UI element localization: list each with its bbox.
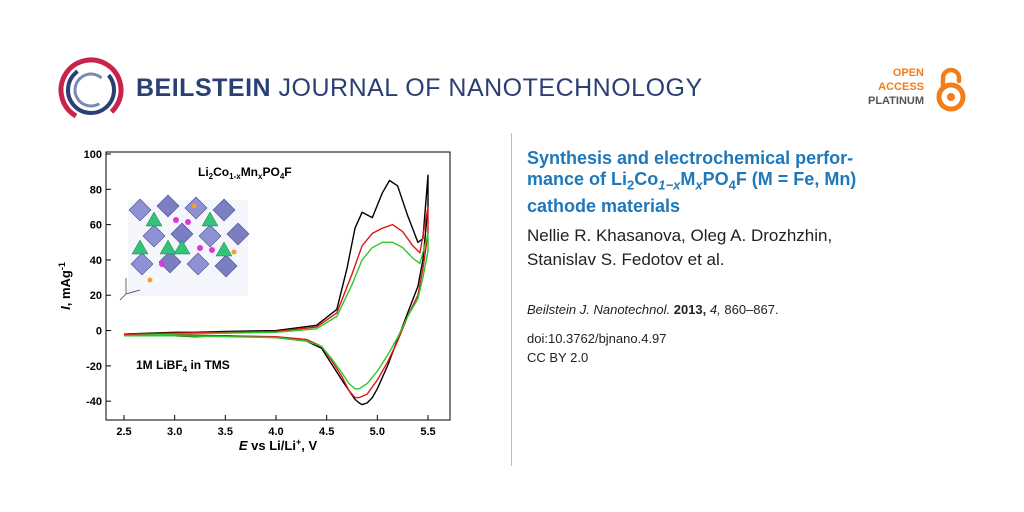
tetrahedron-shape <box>131 239 149 255</box>
y-tick-label: 80 <box>90 184 102 196</box>
octahedron-shape <box>214 254 238 278</box>
y-ticks: 100 80 60 40 20 0 -20 -40 <box>84 149 111 408</box>
citation-volume: 4, <box>709 302 721 317</box>
open-access-line1: OPEN <box>892 67 924 79</box>
cv-series-line <box>123 232 429 390</box>
tetrahedron-shape <box>159 239 177 255</box>
citation: Beilstein J. Nanotechnol. 2013, 4, 860–8… <box>527 302 779 317</box>
journal-name: BEILSTEIN JOURNAL OF NANOTECHNOLOGY <box>136 74 703 103</box>
journal-name-rest: JOURNAL OF NANOTECHNOLOGY <box>271 74 703 102</box>
octahedron-shape <box>198 224 222 248</box>
octahedron-shape <box>186 252 210 276</box>
fluorine-atom <box>191 203 197 209</box>
x-tick-label: 4.5 <box>319 426 334 438</box>
open-access-badge: OPEN ACCESS PLATINUM <box>856 66 968 112</box>
y-tick-label: -20 <box>86 361 102 373</box>
x-tick-label: 5.5 <box>420 426 435 438</box>
formula-label: Li2Co1-xMnxPO4F <box>198 165 292 181</box>
cyclic-voltammogram-figure: 100 80 60 40 20 0 -20 -40 2.5 3.0 3.5 4.0 4.5 5.0 5.5… <box>58 149 451 453</box>
x-tick-label: 4.0 <box>268 426 283 438</box>
fluorine-atom <box>231 249 237 255</box>
electrolyte-label: 1M LiBF4 in TMS <box>136 358 230 374</box>
open-access-line2: ACCESS <box>878 81 924 93</box>
plot-axes <box>105 151 451 421</box>
y-tick-label: -40 <box>86 396 102 408</box>
octahedron-shape <box>158 250 182 274</box>
lithium-atom <box>173 217 179 223</box>
citation-year: 2013, <box>673 302 707 317</box>
authors-line: Nellie R. Khasanova, Oleg A. Drozhzhin, <box>527 226 833 245</box>
x-tick-label: 5.0 <box>370 426 385 438</box>
x-tick-label: 3.5 <box>218 426 233 438</box>
octahedron-shape <box>142 224 166 248</box>
doi-link[interactable]: doi:10.3762/bjnano.4.97 <box>527 331 667 346</box>
lithium-atom <box>209 247 215 253</box>
open-lock-icon <box>936 67 966 112</box>
y-axis-label: I, mAg-1 <box>58 262 73 310</box>
citation-pages: 860–867. <box>724 302 779 317</box>
article-authors: Nellie R. Khasanova, Oleg A. Drozhzhin, … <box>527 224 957 272</box>
citation-journal: Beilstein J. Nanotechnol. <box>527 302 671 317</box>
tetrahedron-shape <box>215 241 233 257</box>
octahedron-shape <box>128 198 152 222</box>
y-tick-label: 0 <box>96 326 102 338</box>
tetrahedron-shape <box>173 239 191 255</box>
vertical-divider <box>511 133 512 466</box>
tetrahedron-shape <box>201 211 219 227</box>
crystal-structure-inset <box>119 194 250 301</box>
octahedron-shape <box>130 252 154 276</box>
lithium-atom <box>185 219 191 225</box>
lithium-atom <box>197 245 203 251</box>
fluorine-atom <box>147 277 153 283</box>
x-axis-label: E vs Li/Li+, V <box>239 437 318 453</box>
x-ticks: 2.5 3.0 3.5 4.0 4.5 5.0 5.5 <box>116 415 436 438</box>
x-tick-label: 3.0 <box>167 426 182 438</box>
octahedron-shape <box>226 222 250 246</box>
article-title[interactable]: Synthesis and electrochemical perfor- ma… <box>527 148 857 216</box>
beilstein-ring-logo-icon <box>58 57 124 123</box>
y-tick-label: 60 <box>90 220 102 232</box>
cv-curves <box>123 174 429 406</box>
axis-triad-icon <box>119 278 141 301</box>
octahedron-shape <box>156 194 180 218</box>
y-tick-label: 20 <box>90 290 102 302</box>
authors-line: Stanislav S. Fedotov et al. <box>527 250 725 269</box>
lithium-atom <box>159 261 165 267</box>
cv-series-line <box>123 174 429 406</box>
y-tick-label: 100 <box>84 149 102 161</box>
license-text: CC BY 2.0 <box>527 350 589 365</box>
x-tick-label: 2.5 <box>116 426 131 438</box>
open-access-line3: PLATINUM <box>867 95 924 107</box>
octahedron-shape <box>212 198 236 222</box>
octahedron-shape <box>184 196 208 220</box>
y-tick-label: 40 <box>90 255 102 267</box>
open-access-text: OPEN ACCESS PLATINUM <box>868 66 924 108</box>
tetrahedron-shape <box>145 211 163 227</box>
journal-name-strong: BEILSTEIN <box>136 74 272 102</box>
